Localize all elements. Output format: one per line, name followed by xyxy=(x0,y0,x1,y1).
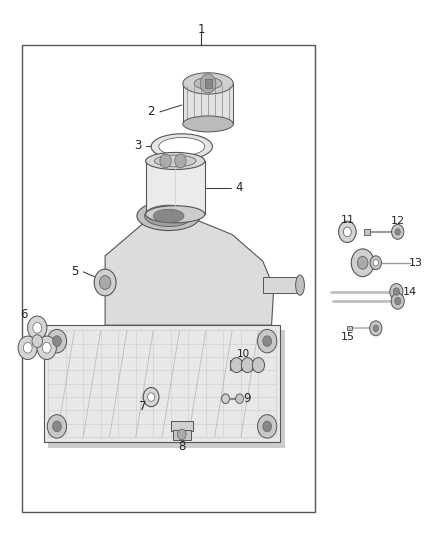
Polygon shape xyxy=(171,421,193,431)
Circle shape xyxy=(373,260,378,266)
Text: 12: 12 xyxy=(391,216,405,225)
Circle shape xyxy=(395,229,400,235)
Text: 9: 9 xyxy=(244,392,251,405)
Polygon shape xyxy=(183,84,233,124)
Ellipse shape xyxy=(155,155,196,167)
Polygon shape xyxy=(173,430,191,440)
Polygon shape xyxy=(263,277,298,293)
Circle shape xyxy=(18,336,37,360)
Ellipse shape xyxy=(159,138,205,156)
Ellipse shape xyxy=(296,275,304,295)
Ellipse shape xyxy=(145,206,205,223)
Text: 14: 14 xyxy=(403,287,417,296)
Circle shape xyxy=(392,224,404,239)
Polygon shape xyxy=(48,330,285,448)
Polygon shape xyxy=(230,360,252,370)
Text: 15: 15 xyxy=(340,333,354,342)
Circle shape xyxy=(351,249,374,277)
Ellipse shape xyxy=(137,201,200,231)
Circle shape xyxy=(339,221,356,243)
Text: 7: 7 xyxy=(138,400,146,413)
Bar xyxy=(364,229,370,235)
Circle shape xyxy=(391,293,404,309)
Bar xyxy=(22,45,315,512)
Circle shape xyxy=(258,329,277,353)
Text: 5: 5 xyxy=(71,265,78,278)
Circle shape xyxy=(143,387,159,407)
Circle shape xyxy=(53,336,61,346)
Circle shape xyxy=(357,256,368,269)
Text: 8: 8 xyxy=(178,440,185,453)
Circle shape xyxy=(230,358,243,373)
Ellipse shape xyxy=(153,209,184,223)
Circle shape xyxy=(47,329,67,353)
Text: 2: 2 xyxy=(147,106,155,118)
Circle shape xyxy=(395,297,401,305)
Circle shape xyxy=(177,429,186,440)
Circle shape xyxy=(32,335,42,348)
Circle shape xyxy=(160,154,171,168)
Circle shape xyxy=(200,74,216,93)
Ellipse shape xyxy=(183,116,233,132)
Bar xyxy=(205,79,212,88)
Circle shape xyxy=(175,154,186,168)
Circle shape xyxy=(47,415,67,438)
Bar xyxy=(347,326,352,330)
Text: 4: 4 xyxy=(235,181,243,194)
Circle shape xyxy=(42,342,51,353)
Circle shape xyxy=(33,322,42,333)
Polygon shape xyxy=(145,161,205,214)
Circle shape xyxy=(370,321,382,336)
Circle shape xyxy=(236,394,244,403)
Ellipse shape xyxy=(145,152,205,169)
Circle shape xyxy=(222,394,230,403)
Circle shape xyxy=(53,421,61,432)
Circle shape xyxy=(23,342,32,353)
Circle shape xyxy=(94,269,116,296)
Circle shape xyxy=(258,415,277,438)
Text: 11: 11 xyxy=(340,215,354,224)
Circle shape xyxy=(252,358,265,373)
Polygon shape xyxy=(105,219,274,325)
Circle shape xyxy=(241,358,254,373)
Text: 3: 3 xyxy=(134,139,141,152)
Ellipse shape xyxy=(194,78,222,90)
Text: 6: 6 xyxy=(20,308,28,321)
Ellipse shape xyxy=(183,73,233,94)
Circle shape xyxy=(37,336,57,360)
Circle shape xyxy=(263,421,272,432)
Circle shape xyxy=(373,325,378,332)
Circle shape xyxy=(390,284,403,300)
Circle shape xyxy=(343,227,351,237)
Polygon shape xyxy=(44,325,280,442)
Circle shape xyxy=(99,276,111,289)
Circle shape xyxy=(148,393,155,401)
Text: 1: 1 xyxy=(198,23,205,36)
Circle shape xyxy=(28,316,47,340)
Circle shape xyxy=(263,336,272,346)
Ellipse shape xyxy=(145,205,193,227)
Circle shape xyxy=(393,288,399,295)
Text: 13: 13 xyxy=(409,258,423,268)
Text: 10: 10 xyxy=(237,350,250,359)
Ellipse shape xyxy=(151,134,212,159)
Circle shape xyxy=(370,256,381,270)
